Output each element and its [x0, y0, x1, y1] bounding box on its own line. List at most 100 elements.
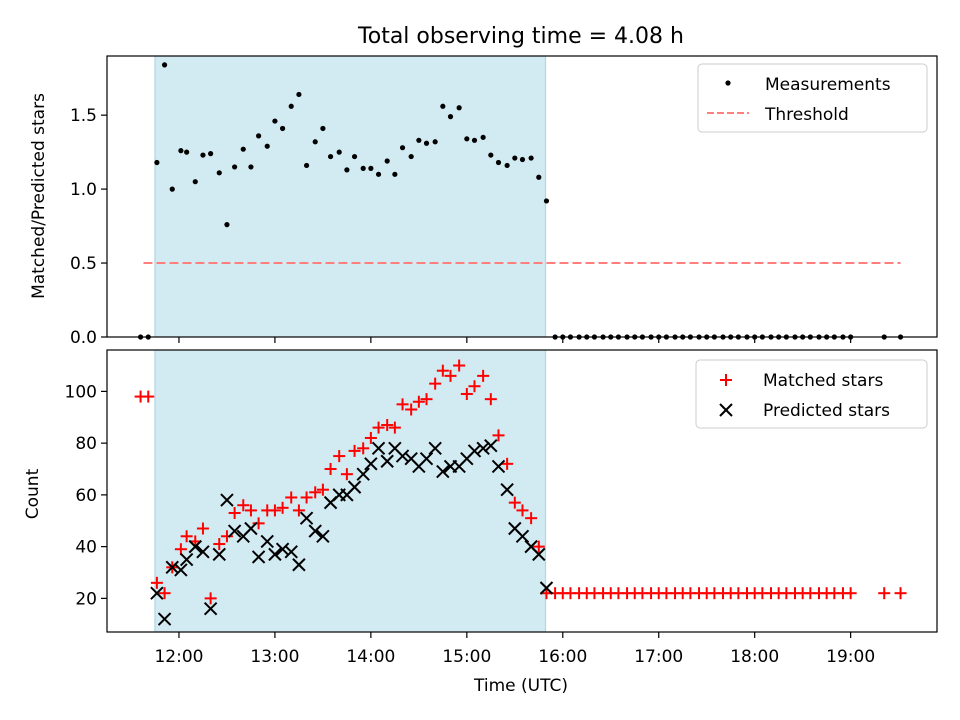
marker-stroke — [275, 542, 290, 556]
predicted-star-marker — [227, 524, 242, 538]
marker-stroke — [203, 602, 218, 616]
matched-star-marker — [388, 421, 401, 434]
measurement-point — [344, 167, 350, 173]
matched-star-marker — [381, 419, 394, 432]
marker-stroke — [220, 493, 234, 507]
measurement-point — [504, 162, 510, 169]
predicted-star-marker — [364, 457, 378, 471]
x-tick-label: 17:00 — [634, 647, 683, 667]
measurement-point — [495, 159, 502, 166]
predicted-star-marker — [203, 602, 218, 616]
matched-star-marker — [300, 491, 313, 504]
matched-star-marker — [357, 442, 370, 455]
matched-star-marker — [268, 504, 281, 517]
matched-star-marker — [158, 587, 171, 600]
measurement-point — [240, 146, 246, 152]
measurement-point — [512, 155, 518, 161]
count-plot-frame — [106, 349, 938, 633]
legend-measurements-marker — [725, 80, 731, 86]
measurement-point — [440, 103, 446, 109]
matched-star-marker — [142, 390, 155, 403]
marker-stroke — [292, 558, 306, 572]
measurement-point — [447, 114, 454, 120]
measurement-point — [320, 125, 326, 132]
predicted-star-marker — [476, 441, 490, 456]
legend-matched-marker — [720, 374, 732, 386]
x-tick-label: 15:00 — [442, 647, 491, 667]
x-tick-label: 19:00 — [826, 647, 875, 667]
predicted-star-marker — [467, 444, 482, 458]
measurement-point — [543, 198, 550, 204]
predicted-star-marker — [356, 467, 370, 481]
matched-star-marker — [516, 504, 529, 517]
matched-star-marker — [364, 431, 377, 444]
measurement-point — [216, 170, 222, 176]
marker-stroke — [157, 612, 172, 626]
predicted-star-marker — [165, 560, 179, 575]
matched-star-marker — [285, 491, 298, 504]
matched-star-marker — [436, 364, 449, 377]
measurement-point — [488, 152, 494, 158]
ratio-legend-box — [697, 63, 928, 133]
predicted-star-marker — [251, 550, 266, 564]
matched-star-marker — [316, 483, 329, 496]
measurement-point — [432, 139, 438, 145]
predicted-star-marker — [395, 449, 410, 463]
predicted-star-marker — [428, 441, 442, 456]
matched-star-marker — [348, 444, 361, 457]
legend-predicted-marker — [719, 403, 733, 417]
measurement-point — [464, 136, 470, 142]
marker-stroke — [356, 467, 370, 481]
measurement-point — [384, 158, 390, 164]
matched-star-marker — [333, 450, 346, 463]
series-predicted-stars — [150, 439, 554, 626]
matched-star-marker — [501, 457, 514, 470]
marker-stroke — [524, 539, 538, 554]
matched-star-marker — [453, 359, 466, 372]
matched-star-marker — [405, 403, 418, 416]
y-tick-label: 100 — [65, 382, 97, 402]
count-panel: 20 40 60 80 100 12:00 13:00 14:00 15:00 16:00 17:… — [23, 349, 938, 696]
marker-stroke — [395, 449, 410, 463]
measurement-point — [519, 156, 526, 163]
matched-star-marker — [244, 504, 257, 517]
matched-star-marker — [372, 421, 385, 434]
y-tick-label: 1.0 — [70, 180, 97, 200]
ratio-y-axis-label: Matched/Predicted stars — [29, 93, 49, 299]
marker-stroke — [476, 441, 490, 456]
matched-star-marker — [460, 387, 473, 400]
matched-star-marker — [429, 377, 442, 390]
marker-stroke — [364, 457, 378, 471]
predicted-star-marker — [484, 439, 498, 453]
predicted-star-marker — [371, 441, 386, 456]
legend-threshold-label: Threshold — [764, 105, 849, 125]
measurement-point — [471, 137, 478, 143]
matched-star-marker — [324, 463, 337, 476]
marker-stroke — [436, 464, 450, 479]
measurement-point — [360, 165, 366, 171]
measurement-point — [296, 91, 302, 98]
predicted-star-marker — [220, 493, 234, 507]
x-axis-label: Time (UTC) — [473, 676, 568, 696]
marker-stroke — [347, 480, 362, 494]
measurement-point — [178, 148, 184, 154]
marker-stroke — [428, 441, 442, 456]
marker-stroke — [500, 482, 514, 497]
measurement-point — [399, 145, 406, 151]
matched-star-marker — [228, 506, 241, 519]
marker-stroke — [179, 552, 194, 567]
y-tick-label: 1.5 — [70, 106, 97, 126]
count-legend: Matched stars Predicted stars — [695, 359, 928, 429]
measurement-point — [303, 162, 310, 169]
measurement-point — [248, 164, 254, 170]
measurement-point — [232, 164, 238, 170]
marker-stroke — [284, 545, 298, 559]
marker-stroke — [316, 529, 330, 543]
measurement-point — [480, 134, 486, 140]
count-y-axis-label: Count — [23, 468, 43, 519]
x-tick-label: 14:00 — [346, 647, 395, 667]
y-tick-label: 0.0 — [70, 328, 97, 348]
measurement-point — [456, 105, 462, 111]
x-tick-label: 16:00 — [538, 647, 587, 667]
